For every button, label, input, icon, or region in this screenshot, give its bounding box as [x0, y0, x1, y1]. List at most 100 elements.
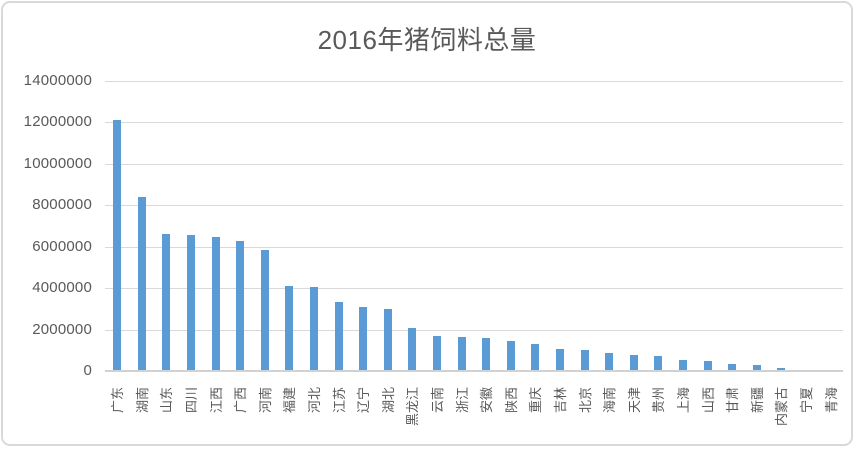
x-label-slot: 山西	[695, 387, 720, 452]
x-tick-label: 河北	[307, 387, 323, 414]
bar-江苏	[334, 301, 343, 371]
x-label-slot: 贵州	[646, 387, 671, 452]
bar-重庆	[531, 344, 540, 371]
x-tick-label: 江西	[208, 387, 224, 414]
y-tick-label: 4000000	[32, 279, 92, 296]
x-label-slot: 天津	[621, 387, 646, 452]
bar-辽宁	[359, 306, 368, 371]
x-tick-label: 陕西	[503, 387, 519, 414]
bar-新疆	[752, 365, 761, 371]
x-label-slot: 吉林	[548, 387, 573, 452]
x-label-slot: 河南	[253, 387, 278, 452]
x-label-slot: 陕西	[499, 387, 524, 452]
bar-山东	[162, 234, 171, 371]
x-tick-label: 新疆	[749, 387, 765, 414]
x-tick-label: 山西	[700, 387, 716, 414]
bar-河北	[310, 287, 319, 371]
x-tick-label: 湖北	[380, 387, 396, 414]
gridline	[105, 247, 843, 248]
x-axis-line	[105, 370, 843, 372]
bar-山西	[703, 361, 712, 371]
x-label-slot: 北京	[572, 387, 597, 452]
bar-北京	[580, 350, 589, 371]
bar-吉林	[555, 349, 564, 371]
x-label-slot: 湖南	[130, 387, 155, 452]
x-label-slot: 宁夏	[794, 387, 819, 452]
x-tick-label: 内蒙古	[774, 387, 790, 427]
x-tick-label: 北京	[577, 387, 593, 414]
x-label-slot: 福建	[277, 387, 302, 452]
x-tick-label: 青海	[823, 387, 839, 414]
x-tick-label: 福建	[282, 387, 298, 414]
y-tick-label: 0	[83, 362, 92, 379]
y-tick-label: 6000000	[32, 238, 92, 255]
bar-四川	[187, 235, 196, 371]
bar-广东	[113, 120, 122, 371]
bar-湖南	[137, 197, 146, 371]
gridline	[105, 330, 843, 331]
bar-内蒙古	[777, 367, 786, 371]
bar-河南	[260, 249, 269, 371]
x-label-slot: 辽宁	[351, 387, 376, 452]
gridline	[105, 122, 843, 123]
x-label-slot: 甘肃	[720, 387, 745, 452]
x-label-slot: 四川	[179, 387, 204, 452]
x-label-slot: 重庆	[523, 387, 548, 452]
y-tick-label: 2000000	[32, 321, 92, 338]
x-label-slot: 广西	[228, 387, 253, 452]
x-label-slot: 上海	[671, 387, 696, 452]
y-tick-label: 12000000	[23, 113, 92, 130]
x-label-slot: 安徽	[474, 387, 499, 452]
x-label-slot: 内蒙古	[769, 387, 794, 452]
bar-黑龙江	[408, 327, 417, 371]
x-label-slot: 青海	[818, 387, 843, 452]
x-tick-label: 重庆	[528, 387, 544, 414]
x-tick-label: 宁夏	[798, 387, 814, 414]
bar-江西	[211, 237, 220, 371]
plot-area	[105, 81, 843, 372]
bar-陕西	[506, 341, 515, 371]
x-label-slot: 河北	[302, 387, 327, 452]
bar-海南	[605, 353, 614, 371]
x-tick-label: 湖南	[134, 387, 150, 414]
bar-湖北	[383, 308, 392, 371]
bar-安徽	[482, 337, 491, 371]
x-tick-label: 山东	[159, 387, 175, 414]
bar-甘肃	[728, 364, 737, 371]
x-tick-label: 安徽	[479, 387, 495, 414]
x-tick-label: 浙江	[454, 387, 470, 414]
x-tick-label: 河南	[257, 387, 273, 414]
bar-上海	[678, 360, 687, 371]
bar-广西	[236, 240, 245, 371]
x-tick-label: 云南	[430, 387, 446, 414]
x-tick-label: 甘肃	[725, 387, 741, 414]
x-label-slot: 浙江	[449, 387, 474, 452]
y-tick-label: 14000000	[23, 72, 92, 89]
bar-贵州	[654, 356, 663, 371]
x-tick-label: 黑龙江	[405, 387, 421, 427]
y-tick-label: 8000000	[32, 196, 92, 213]
x-tick-label: 海南	[602, 387, 618, 414]
x-label-slot: 江西	[203, 387, 228, 452]
bar-天津	[629, 354, 638, 371]
x-label-slot: 黑龙江	[400, 387, 425, 452]
x-tick-label: 四川	[184, 387, 200, 414]
bar-云南	[433, 335, 442, 371]
x-tick-label: 广西	[233, 387, 249, 414]
x-axis-labels: 广东 湖南 山东 四川 江西 广西 河南 福建 河北 江苏 辽宁 湖北 黑龙江 云南 浙江 安徽 陕西 重庆 吉林北…	[105, 387, 843, 452]
x-label-slot: 江苏	[326, 387, 351, 452]
x-label-slot: 山东	[154, 387, 179, 452]
bar-series	[105, 81, 843, 371]
x-label-slot: 广东	[105, 387, 130, 452]
x-label-slot: 新疆	[744, 387, 769, 452]
x-tick-label: 天津	[626, 387, 642, 414]
gridline	[105, 288, 843, 289]
y-tick-label: 10000000	[23, 155, 92, 172]
y-axis: 14000000 12000000 10000000 8000000 6000000 40…	[10, 72, 92, 379]
x-label-slot: 海南	[597, 387, 622, 452]
x-label-slot: 湖北	[376, 387, 401, 452]
x-tick-label: 上海	[675, 387, 691, 414]
x-label-slot: 云南	[425, 387, 450, 452]
x-tick-label: 吉林	[552, 387, 568, 414]
